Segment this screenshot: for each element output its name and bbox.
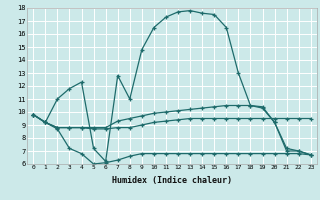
X-axis label: Humidex (Indice chaleur): Humidex (Indice chaleur)	[112, 176, 232, 185]
